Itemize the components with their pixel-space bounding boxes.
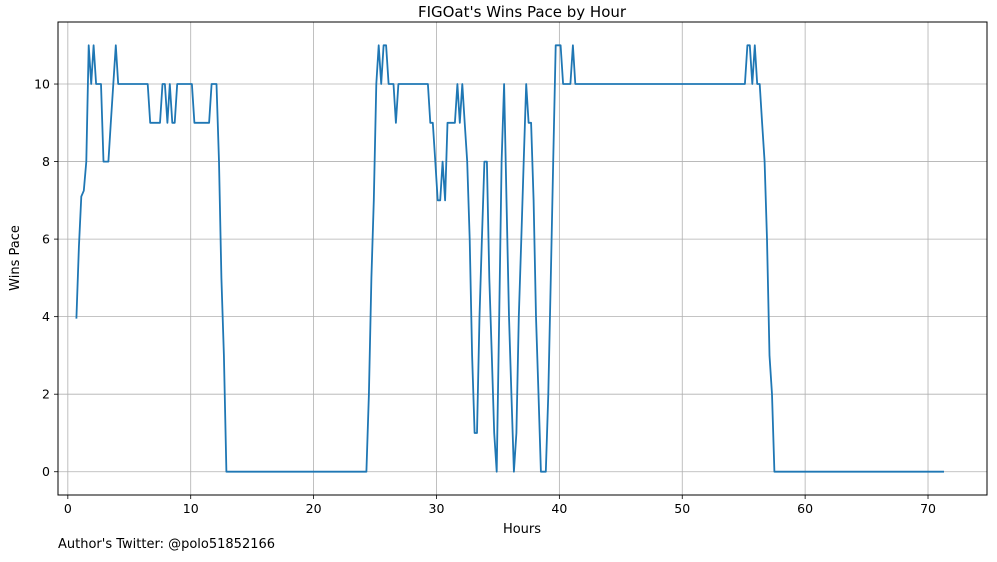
author-footnote: Author's Twitter: @polo51852166 — [58, 537, 276, 552]
x-tick-label: 50 — [674, 501, 690, 516]
x-tick-label: 60 — [797, 501, 813, 516]
x-axis-label: Hours — [503, 522, 541, 537]
y-tick-label: 8 — [42, 154, 50, 169]
chart-title: FIGOat's Wins Pace by Hour — [418, 3, 627, 21]
grid — [58, 22, 987, 495]
x-tick-label: 0 — [64, 501, 72, 516]
y-tick-label: 6 — [42, 232, 50, 247]
x-tick-label: 20 — [306, 501, 322, 516]
x-tick-label: 30 — [429, 501, 445, 516]
x-tick-label: 10 — [183, 501, 199, 516]
plot-frame — [57, 21, 988, 496]
series-layer — [75, 44, 944, 473]
y-axis-label: Wins Pace — [8, 225, 23, 291]
y-tick-label: 10 — [34, 77, 50, 92]
x-tick-label: 70 — [920, 501, 936, 516]
x-tick-label: 40 — [551, 501, 567, 516]
series-line — [75, 44, 944, 473]
ticks: 0 10 20 30 40 50 60 70 0 2 4 6 8 10 — [34, 77, 936, 516]
y-tick-label: 4 — [42, 309, 50, 324]
y-tick-label: 0 — [42, 464, 50, 479]
y-tick-label: 2 — [42, 387, 50, 402]
